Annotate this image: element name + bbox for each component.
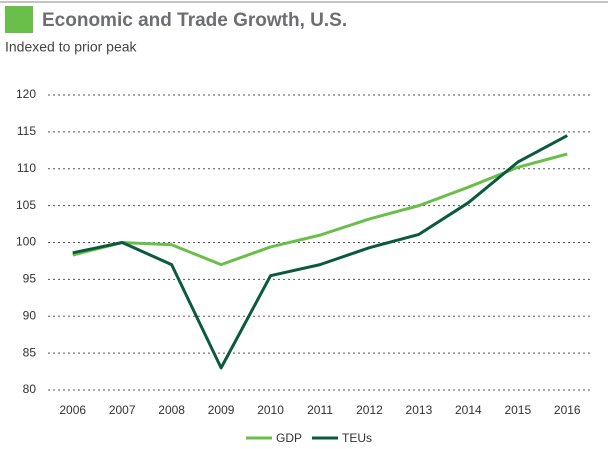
y-tick-label: 120 bbox=[16, 87, 36, 101]
y-tick-label: 95 bbox=[23, 272, 37, 286]
x-tick-label: 2012 bbox=[356, 403, 383, 417]
x-tick-label: 2006 bbox=[59, 403, 86, 417]
chart-title: Economic and Trade Growth, U.S. bbox=[42, 10, 347, 31]
y-tick-label: 90 bbox=[23, 308, 37, 322]
y-tick-label: 100 bbox=[16, 235, 36, 249]
x-tick-label: 2010 bbox=[257, 403, 284, 417]
y-tick-label: 115 bbox=[17, 124, 36, 138]
x-tick-label: 2015 bbox=[504, 403, 531, 417]
y-tick-label: 105 bbox=[16, 198, 36, 212]
y-tick-label: 85 bbox=[23, 345, 37, 359]
legend-label: TEUs bbox=[342, 431, 372, 445]
x-tick-label: 2008 bbox=[158, 403, 185, 417]
x-tick-label: 2014 bbox=[455, 403, 482, 417]
x-tick-label: 2009 bbox=[208, 403, 235, 417]
x-tick-label: 2011 bbox=[307, 403, 333, 417]
series-line bbox=[72, 152, 568, 267]
x-tick-label: 2016 bbox=[554, 403, 581, 417]
legend-label: GDP bbox=[276, 431, 302, 445]
series-line bbox=[72, 134, 568, 370]
title-marker bbox=[5, 6, 33, 33]
x-tick-label: 2013 bbox=[406, 403, 433, 417]
x-tick-label: 2007 bbox=[109, 403, 136, 417]
y-tick-label: 110 bbox=[17, 161, 36, 175]
y-tick-label: 80 bbox=[23, 382, 37, 396]
chart-subtitle: Indexed to prior peak bbox=[5, 39, 138, 55]
